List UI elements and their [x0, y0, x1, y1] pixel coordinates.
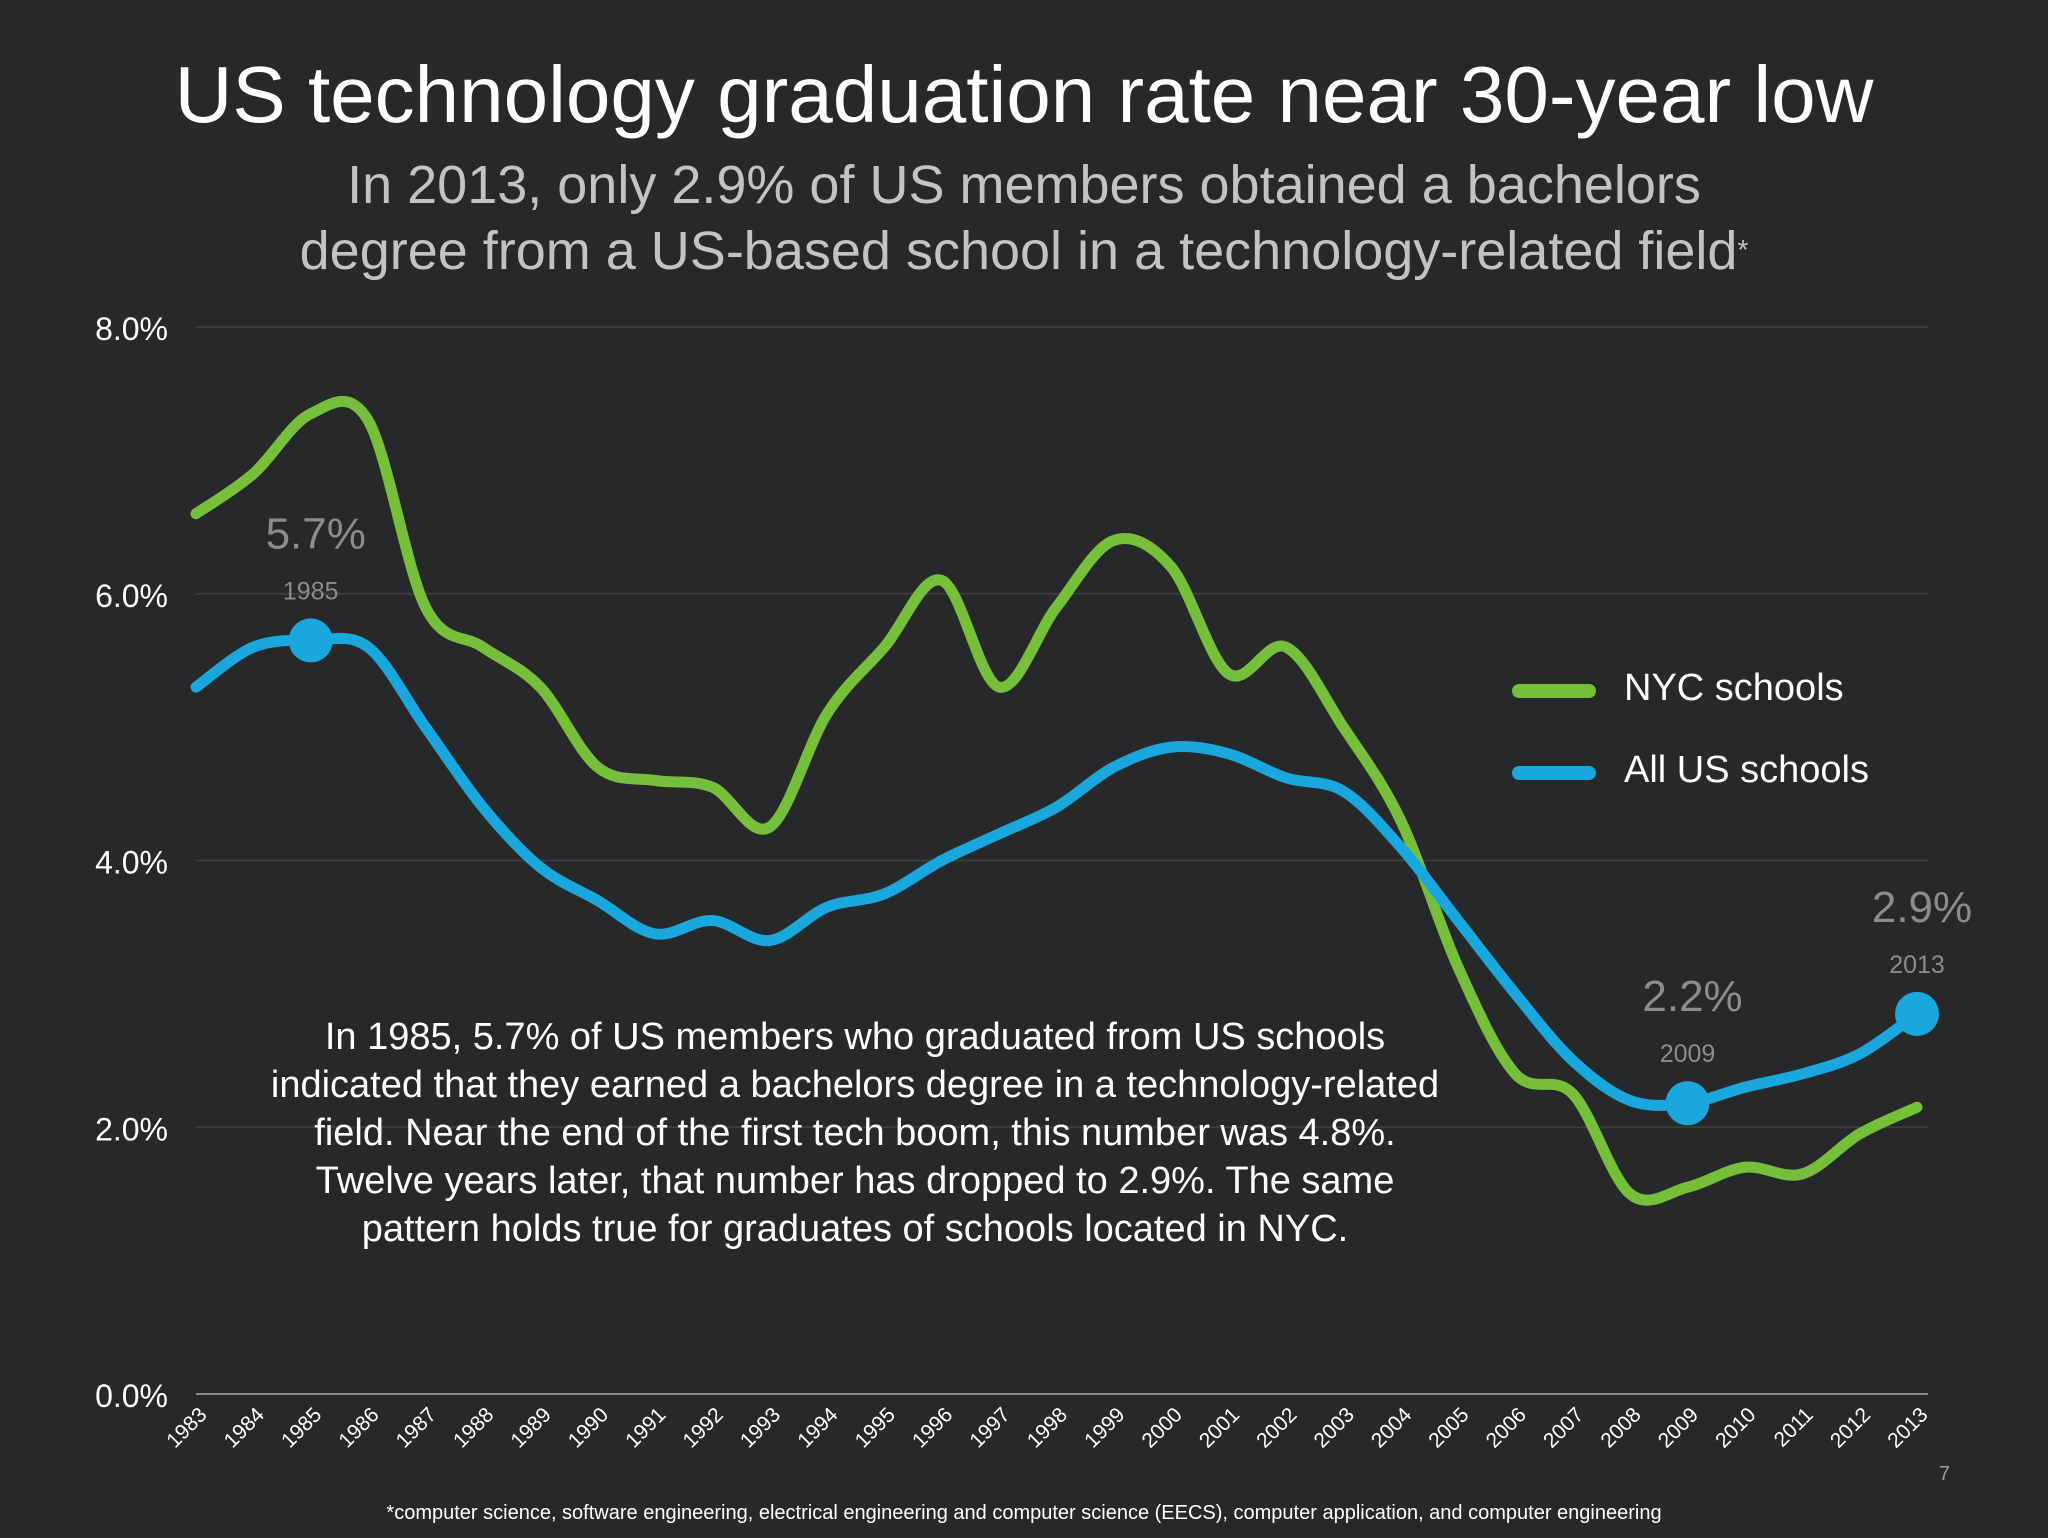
annotation-value-label: 2.9%	[1872, 883, 1972, 932]
x-tick-label: 2012	[1826, 1403, 1875, 1452]
annotation-layer: 5.7% 1985 2.2% 2009 2.9% 2013	[266, 509, 1972, 1126]
x-tick-label: 2003	[1310, 1403, 1359, 1452]
x-tick-label: 1994	[793, 1403, 843, 1453]
x-tick-label: 2009	[1654, 1403, 1703, 1452]
annotation-value-label: 2.2%	[1642, 972, 1742, 1021]
x-tick-label: 1999	[1080, 1403, 1129, 1452]
x-tick-label: 2013	[1883, 1403, 1932, 1452]
highlight-point	[1665, 1081, 1710, 1126]
x-tick-label: 2007	[1539, 1403, 1588, 1452]
x-tick-label: 1997	[965, 1403, 1014, 1452]
x-tick-label: 1988	[449, 1403, 498, 1452]
footnote: *computer science, software engineering,…	[386, 1502, 1662, 1524]
x-tick-label: 2008	[1596, 1403, 1645, 1452]
y-tick-label: 4.0%	[95, 845, 168, 881]
x-tick-label: 2011	[1770, 1403, 1818, 1451]
x-tick-label: 1998	[1023, 1403, 1072, 1452]
series-line-us	[190, 632, 1923, 1111]
legend-swatch-us	[1512, 766, 1596, 780]
annotation-year-label: 2009	[1660, 1040, 1716, 1068]
x-tick-label: 1990	[564, 1403, 613, 1452]
series-layer	[190, 396, 1923, 1206]
x-tick-label: 1993	[736, 1403, 785, 1452]
x-tick-label: 2000	[1137, 1403, 1186, 1452]
y-tick-label: 0.0%	[95, 1378, 168, 1414]
x-tick-label: 2004	[1367, 1403, 1417, 1453]
x-tick-label: 1985	[277, 1403, 326, 1452]
x-tick-label: 2001	[1195, 1403, 1244, 1452]
x-tick-label: 1983	[162, 1403, 211, 1452]
annotation-year-label: 1985	[283, 577, 339, 605]
axis-layer: 0.0%2.0%4.0%6.0%8.0%1983 1984 1985 1986 1987…	[95, 311, 1932, 1453]
x-tick-label: 2005	[1424, 1403, 1473, 1452]
annotation-year-label: 2013	[1889, 951, 1945, 979]
highlight-point	[1895, 991, 1939, 1036]
x-tick-label: 1986	[334, 1403, 383, 1452]
x-tick-label: 1991	[621, 1403, 670, 1452]
x-tick-label: 1996	[908, 1403, 957, 1452]
page-title: US technology graduation rate near 30-ye…	[174, 50, 1874, 139]
subtitle-line-1: In 2013, only 2.9% of US members obtaine…	[347, 155, 1701, 215]
x-tick-label: 2002	[1252, 1403, 1301, 1452]
x-tick-label: 1992	[679, 1403, 728, 1452]
chart-note: In 1985, 5.7% of US members who graduate…	[270, 1016, 1440, 1250]
y-tick-label: 8.0%	[95, 311, 168, 347]
x-tick-label: 1987	[392, 1403, 441, 1452]
subtitle-line-2: degree from a US-based school in a techn…	[299, 221, 1738, 281]
legend-swatch-nyc	[1512, 684, 1596, 698]
x-tick-label: 1984	[220, 1403, 270, 1453]
annotation-value-label: 5.7%	[266, 509, 366, 558]
page-subtitle: In 2013, only 2.9% of US members obtaine…	[0, 152, 2048, 293]
x-tick-label: 1989	[506, 1403, 555, 1452]
highlight-point	[288, 618, 333, 663]
page-number: 7	[1938, 1463, 1950, 1485]
y-tick-label: 2.0%	[95, 1111, 168, 1147]
x-tick-label: 2006	[1482, 1403, 1531, 1452]
series-line-nyc	[190, 396, 1923, 1206]
legend-label-nyc: NYC schools	[1624, 667, 1844, 709]
legend-label-us: All US schools	[1624, 749, 1869, 791]
subtitle-footnote-mark: *	[1737, 234, 1749, 265]
x-tick-label: 1995	[851, 1403, 900, 1452]
y-tick-label: 6.0%	[95, 578, 168, 614]
x-tick-label: 2010	[1711, 1403, 1760, 1452]
